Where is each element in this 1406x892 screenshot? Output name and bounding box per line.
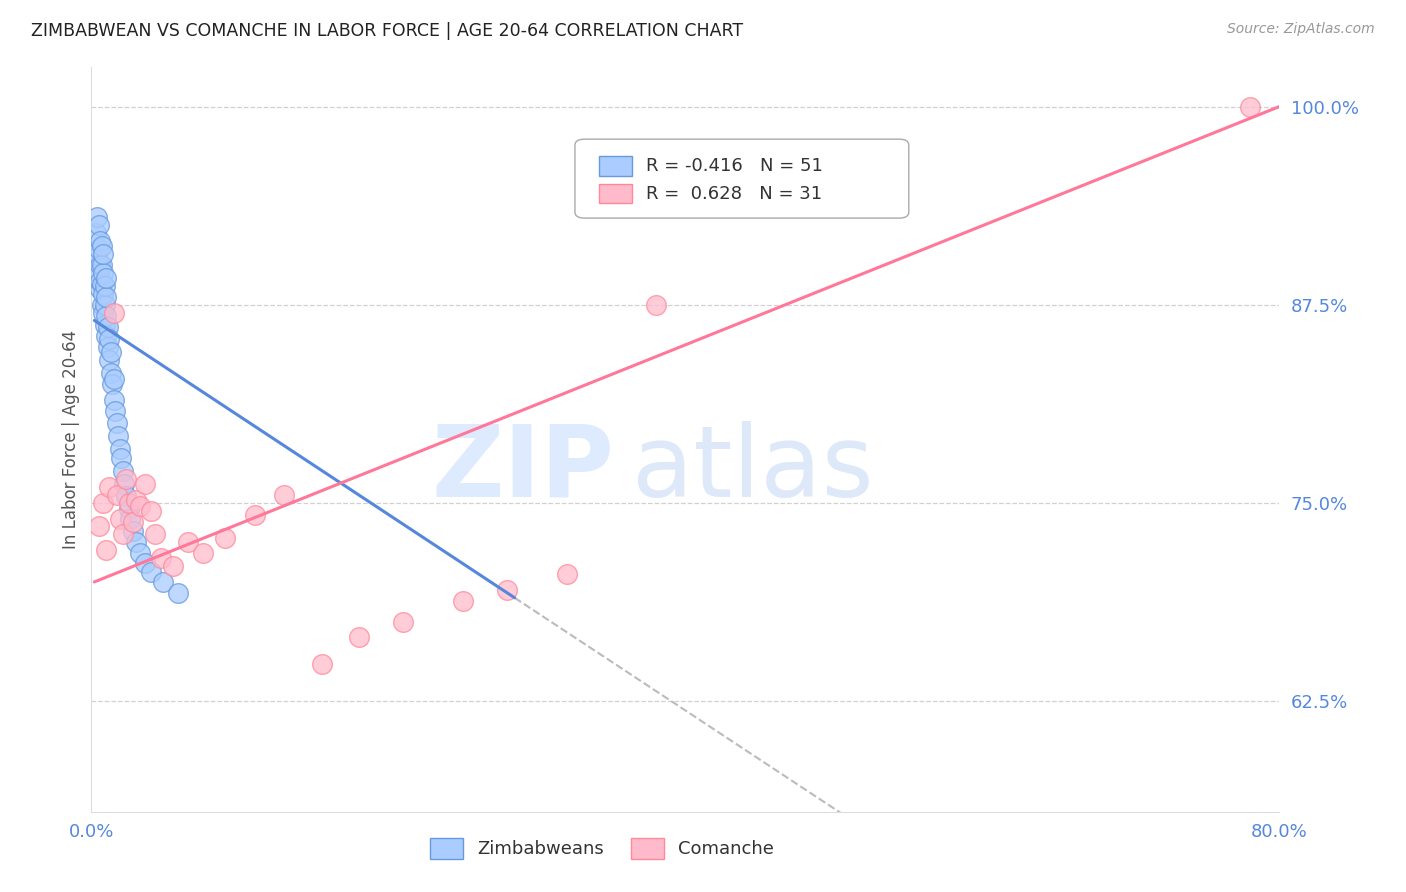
- Point: [108, 442, 131, 456]
- Point: [191, 546, 214, 560]
- FancyBboxPatch shape: [575, 139, 908, 219]
- Point: [110, 451, 132, 466]
- Point: [122, 515, 145, 529]
- Point: [117, 496, 139, 510]
- Point: [90, 297, 112, 311]
- Point: [496, 582, 519, 597]
- Point: [86, 211, 108, 225]
- Point: [125, 535, 148, 549]
- Point: [87, 519, 110, 533]
- Point: [111, 527, 134, 541]
- Point: [96, 309, 118, 323]
- Point: [96, 270, 118, 285]
- Point: [111, 464, 134, 478]
- Point: [112, 476, 135, 491]
- Point: [214, 531, 236, 545]
- Point: [311, 657, 333, 672]
- Point: [98, 480, 121, 494]
- Point: [134, 476, 156, 491]
- Point: [97, 319, 120, 334]
- Point: [114, 489, 136, 503]
- Point: [96, 329, 118, 343]
- Text: ZIMBABWEAN VS COMANCHE IN LABOR FORCE | AGE 20-64 CORRELATION CHART: ZIMBABWEAN VS COMANCHE IN LABOR FORCE | …: [31, 22, 742, 40]
- Point: [103, 392, 125, 407]
- Text: R = -0.416   N = 51: R = -0.416 N = 51: [647, 157, 823, 175]
- Point: [89, 258, 111, 272]
- Point: [105, 417, 128, 431]
- Point: [91, 266, 114, 280]
- Point: [89, 274, 111, 288]
- Point: [94, 278, 117, 293]
- Point: [347, 631, 370, 645]
- Point: [97, 340, 120, 354]
- Point: [84, 227, 107, 241]
- FancyBboxPatch shape: [599, 184, 631, 203]
- Point: [644, 297, 666, 311]
- Text: Source: ZipAtlas.com: Source: ZipAtlas.com: [1227, 22, 1375, 37]
- Legend: Zimbabweans, Comanche: Zimbabweans, Comanche: [423, 830, 782, 866]
- Point: [89, 282, 111, 296]
- Point: [87, 219, 110, 233]
- Point: [392, 615, 415, 629]
- Point: [91, 305, 114, 319]
- Point: [177, 535, 200, 549]
- Point: [96, 290, 118, 304]
- Point: [87, 266, 110, 280]
- Point: [107, 429, 129, 443]
- Point: [129, 499, 152, 513]
- Point: [162, 559, 184, 574]
- Text: ZIP: ZIP: [432, 421, 614, 517]
- Point: [86, 250, 108, 264]
- Point: [90, 239, 112, 253]
- Point: [91, 247, 114, 261]
- Point: [90, 277, 112, 291]
- Point: [1239, 99, 1261, 113]
- Text: R =  0.628   N = 31: R = 0.628 N = 31: [647, 185, 823, 202]
- Point: [143, 527, 166, 541]
- Point: [139, 566, 162, 580]
- Point: [150, 551, 173, 566]
- Point: [118, 511, 141, 525]
- Point: [152, 574, 174, 589]
- Point: [91, 496, 114, 510]
- Point: [94, 297, 117, 311]
- Point: [103, 372, 125, 386]
- Text: atlas: atlas: [631, 421, 873, 517]
- Point: [555, 567, 578, 582]
- Point: [451, 594, 474, 608]
- Point: [96, 543, 118, 558]
- Point: [104, 404, 127, 418]
- Point: [100, 366, 122, 380]
- Point: [98, 353, 121, 368]
- Point: [94, 318, 117, 333]
- Point: [103, 305, 125, 319]
- Point: [87, 242, 110, 256]
- Point: [114, 472, 136, 486]
- Point: [90, 258, 112, 272]
- Point: [273, 488, 295, 502]
- Point: [91, 286, 114, 301]
- Point: [134, 556, 156, 570]
- Point: [166, 586, 188, 600]
- Point: [117, 502, 139, 516]
- Point: [139, 503, 162, 517]
- Point: [98, 333, 121, 347]
- Y-axis label: In Labor Force | Age 20-64: In Labor Force | Age 20-64: [62, 330, 80, 549]
- Point: [100, 345, 122, 359]
- Point: [108, 511, 131, 525]
- Point: [243, 508, 266, 523]
- Point: [129, 546, 152, 560]
- Point: [125, 492, 148, 507]
- Point: [122, 524, 145, 539]
- Point: [105, 488, 128, 502]
- FancyBboxPatch shape: [599, 156, 631, 176]
- Point: [101, 376, 124, 391]
- Point: [89, 234, 111, 248]
